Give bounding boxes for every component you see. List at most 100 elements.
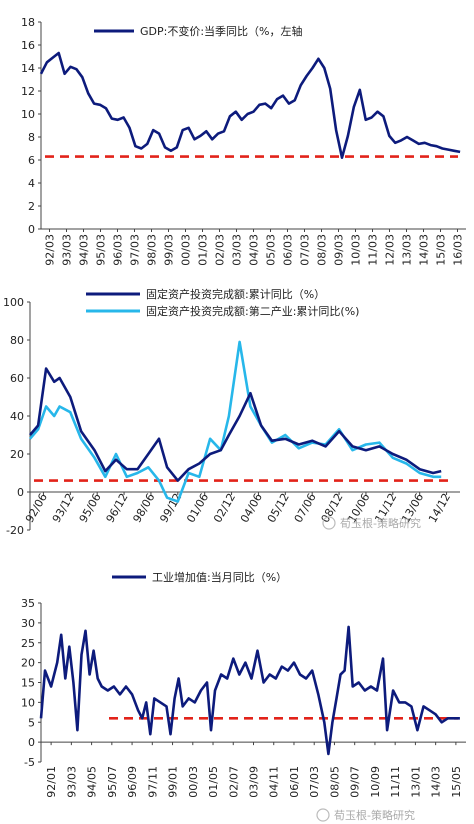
x-tick-label: 94/05 (86, 766, 99, 798)
y-tick-label: -20 (6, 524, 24, 537)
x-tick-label: 00/03 (180, 234, 193, 266)
x-tick-label: 95/03 (95, 234, 108, 266)
y-tick-label: 18 (21, 16, 35, 29)
x-tick-label: 02/03 (214, 234, 227, 266)
y-tick-label: 16 (21, 39, 35, 52)
x-tick-label: 09/03 (333, 234, 346, 266)
y-tick-label: 15 (21, 677, 35, 690)
y-tick-label: 35 (21, 597, 35, 610)
y-tick-label: 30 (21, 617, 35, 630)
x-tick-label: 96/03 (112, 234, 125, 266)
y-tick-label: 12 (21, 85, 35, 98)
y-tick-label: 0 (28, 736, 35, 749)
series-line (39, 51, 461, 159)
x-tick-label: 93/12 (50, 491, 77, 525)
x-tick-label: 12/03 (384, 234, 397, 266)
y-tick-label: 100 (3, 296, 24, 309)
x-tick-label: 01/03 (197, 234, 210, 266)
x-tick-label: 09/07 (349, 766, 362, 798)
x-tick-label: 13/01 (409, 766, 422, 798)
watermark: 荀玉根-策略研究 (316, 808, 415, 822)
y-tick-label: 0 (17, 486, 24, 499)
x-tick-label: 04/11 (268, 766, 281, 798)
x-tick-label: 07/06 (292, 491, 319, 525)
x-tick-label: 02/12 (211, 491, 238, 525)
x-tick-label: 11/03 (367, 234, 380, 266)
x-tick-label: 16/03 (452, 234, 465, 266)
x-tick-label: 96/12 (104, 491, 131, 525)
y-tick-label: 20 (10, 448, 24, 461)
x-tick-label: 05/03 (265, 234, 278, 266)
x-tick-label: 94/03 (78, 234, 91, 266)
y-tick-label: 25 (21, 637, 35, 650)
x-tick-label: 95/07 (106, 766, 119, 798)
x-tick-label: 15/05 (450, 766, 463, 798)
x-tick-label: 14/12 (426, 491, 453, 525)
watermark-text: 荀玉根-策略研究 (340, 516, 421, 530)
x-tick-label: 92/06 (23, 491, 50, 525)
y-tick-label: 60 (10, 372, 24, 385)
y-tick-label: 80 (10, 334, 24, 347)
legend-label: 固定资产投资完成额:累计同比（%） (146, 287, 325, 301)
x-tick-label: 92/03 (44, 234, 57, 266)
watermark-text: 荀玉根-策略研究 (334, 808, 415, 822)
x-tick-label: 04/06 (238, 491, 265, 525)
x-tick-label: 08/03 (316, 234, 329, 266)
y-tick-label: 40 (10, 410, 24, 423)
x-tick-label: 92/01 (45, 766, 58, 798)
x-tick-label: 98/06 (130, 491, 157, 525)
y-tick-label: 5 (28, 716, 35, 729)
x-tick-label: 95/06 (77, 491, 104, 525)
x-tick-label: 05/12 (265, 491, 292, 525)
wechat-icon (316, 808, 330, 822)
wechat-icon (322, 516, 336, 530)
x-tick-label: 15/03 (435, 234, 448, 266)
x-tick-label: 99/03 (163, 234, 176, 266)
x-tick-label: 96/09 (126, 766, 139, 798)
y-tick-label: 14 (21, 62, 35, 75)
x-tick-label: 07/03 (308, 766, 321, 798)
y-tick-label: -5 (24, 756, 35, 769)
y-tick-label: 2 (28, 200, 35, 213)
x-tick-label: 01/06 (184, 491, 211, 525)
x-tick-label: 10/09 (369, 766, 382, 798)
x-tick-label: 13/03 (401, 234, 414, 266)
x-tick-label: 11/11 (389, 766, 402, 798)
x-tick-label: 03/09 (248, 766, 261, 798)
y-tick-label: 4 (28, 177, 35, 190)
x-tick-label: 07/03 (299, 234, 312, 266)
y-tick-label: 20 (21, 657, 35, 670)
series-line (29, 367, 442, 482)
y-tick-label: 10 (21, 108, 35, 121)
x-tick-label: 04/03 (248, 234, 261, 266)
series-line (29, 340, 442, 503)
x-tick-label: 01/05 (207, 766, 220, 798)
x-tick-label: 00/03 (187, 766, 200, 798)
gdp-chart: 0 2 4 6 8 10 12 14 16 18 92/03 93/03 94/03 95/03 96/03… (21, 16, 466, 266)
x-tick-label: 97/03 (129, 234, 142, 266)
x-tick-label: 10/03 (350, 234, 363, 266)
series-line (39, 625, 460, 756)
x-tick-label: 02/07 (227, 766, 240, 798)
y-tick-label: 8 (28, 131, 35, 144)
y-tick-label: 10 (21, 696, 35, 709)
y-tick-label: 6 (28, 154, 35, 167)
x-tick-label: 93/03 (65, 766, 78, 798)
legend-label: 工业增加值:当月同比（%） (152, 570, 287, 584)
x-tick-label: 06/03 (282, 234, 295, 266)
y-tick-label: 0 (28, 223, 35, 236)
x-tick-label: 14/03 (430, 766, 443, 798)
x-tick-label: 06/01 (288, 766, 301, 798)
x-tick-label: 14/03 (418, 234, 431, 266)
x-tick-label: 97/11 (146, 766, 159, 798)
watermark: 荀玉根-策略研究 (322, 516, 421, 530)
fixed-asset-investment-chart: -20 0 20 40 60 80 100 92/06 93/12 95/06 96/12 98/06… (3, 287, 460, 537)
legend-label: GDP:不变价:当季同比（%，左轴 (140, 24, 303, 38)
legend-label: 固定资产投资完成额:第二产业:累计同比(%) (146, 304, 359, 318)
industrial-production-chart: -5 0 5 10 15 20 25 30 35 92/01 93/03 94/05 95/07 96/0… (21, 570, 466, 798)
x-tick-label: 93/03 (61, 234, 74, 266)
x-tick-label: 98/03 (146, 234, 159, 266)
x-tick-label: 08/05 (328, 766, 341, 798)
x-tick-label: 99/01 (167, 766, 180, 798)
